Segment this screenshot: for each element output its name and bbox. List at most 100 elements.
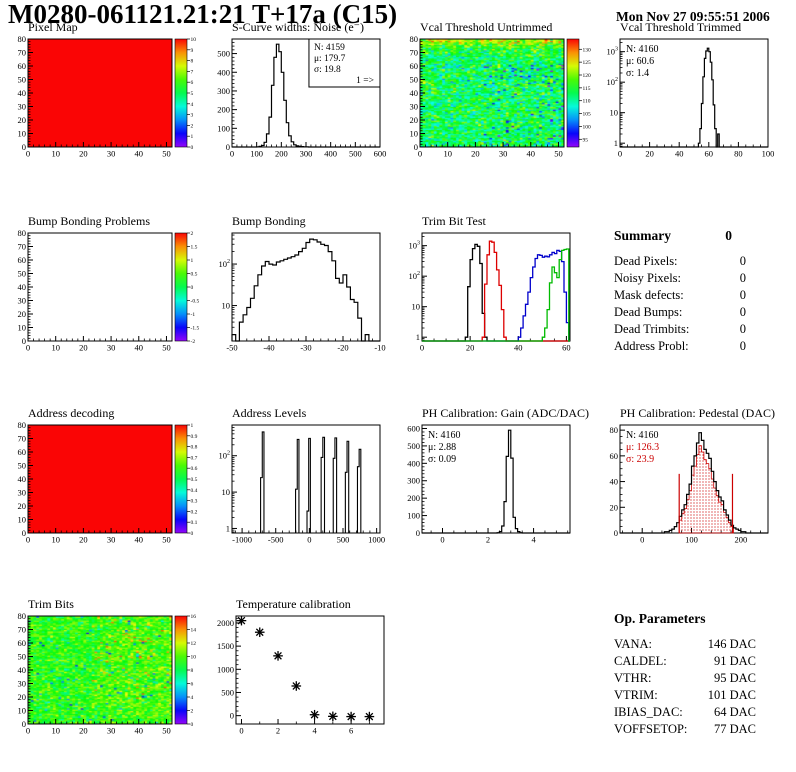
svg-text:N: 4160: N: 4160 xyxy=(626,430,659,441)
panel-vcal-threshold-untrimmed: Vcal Threshold Untrimmed 0 10 20 30 40 50 0 10 2… xyxy=(396,20,592,170)
pixel-map-title: Pixel Map xyxy=(28,20,78,34)
svg-text:40: 40 xyxy=(135,726,144,736)
svg-text:9: 9 xyxy=(191,48,194,54)
svg-text:40: 40 xyxy=(527,149,536,159)
svg-text:8: 8 xyxy=(191,59,194,65)
svg-text:120: 120 xyxy=(583,73,592,79)
summary-block: Summary 0 Dead Pixels: 0 Noisy Pixels: 0 M… xyxy=(594,214,790,355)
svg-text:8: 8 xyxy=(191,668,194,674)
param-label: VANA: xyxy=(614,637,652,651)
svg-text:1 =>: 1 => xyxy=(356,76,374,86)
summary-row: Noisy Pixels: 0 xyxy=(614,270,746,287)
bump-problems-plot: 0 10 20 30 40 50 0 10 20 30 40 50 60 70 80 -2 -1.5 -1 -0.5… xyxy=(4,229,200,361)
summary-row-label: Dead Trimbits: xyxy=(614,322,690,336)
scurve-noise-plot: 0 100 200 300 400 500 600 0 100 200 300 400 500 N: 41… xyxy=(206,35,402,167)
svg-text:-50: -50 xyxy=(226,343,237,353)
svg-text:80: 80 xyxy=(18,612,27,621)
svg-text:10: 10 xyxy=(51,535,60,545)
svg-text:0.8: 0.8 xyxy=(191,445,198,451)
address-decoding-plot: 0 10 20 30 40 50 0 10 20 30 40 50 60 70 80 0 0.1 0.2 0.3 0.… xyxy=(4,421,200,553)
panel-address-levels: Address Levels -1000 -500 0 500 1000 1 10 102 xyxy=(206,406,402,556)
svg-text:0.9: 0.9 xyxy=(191,434,198,440)
svg-text:0: 0 xyxy=(418,149,422,159)
svg-text:0: 0 xyxy=(26,726,30,736)
trim-bits-plot: 0 10 20 30 40 50 0 10 20 30 40 50 60 70 80 0 2 4 6 8 10 12 14 1… xyxy=(4,612,200,744)
svg-text:50: 50 xyxy=(18,652,27,662)
svg-text:130: 130 xyxy=(583,47,592,53)
svg-text:400: 400 xyxy=(324,149,337,159)
svg-text:-500: -500 xyxy=(268,535,284,545)
svg-text:10: 10 xyxy=(18,323,27,333)
svg-text:σ: 23.9: σ: 23.9 xyxy=(626,454,654,465)
ph-pedestal-plot: 0 100 200 0 20 40 60 80 N: 4160 μ: 126.3 σ: 23.9 xyxy=(594,421,790,553)
svg-text:-40: -40 xyxy=(263,343,274,353)
svg-text:μ: 179.7: μ: 179.7 xyxy=(314,54,346,64)
svg-text:1.5: 1.5 xyxy=(191,245,198,251)
svg-text:60: 60 xyxy=(18,638,27,648)
svg-text:300: 300 xyxy=(300,149,313,159)
panel-scurve-noise: S-Curve widths: Noise (e⁻) 0 100 200 300 400… xyxy=(206,20,402,170)
svg-text:20: 20 xyxy=(79,726,88,736)
param-value: 95 DAC xyxy=(713,671,756,685)
svg-text:200: 200 xyxy=(217,105,230,115)
summary-row-label: Address Probl: xyxy=(614,339,689,353)
panel-ph-calibration-gain: PH Calibration: Gain (ADC/DAC) 0 2 4 0 100 20… xyxy=(396,406,592,556)
param-label: VOFFSETOP: xyxy=(614,722,688,736)
timestamp: Mon Nov 27 09:55:51 2006 xyxy=(616,9,770,24)
summary-row-value: 0 xyxy=(739,254,746,268)
svg-text:10: 10 xyxy=(410,129,419,139)
svg-text:2: 2 xyxy=(486,535,490,545)
svg-text:70: 70 xyxy=(18,625,27,635)
svg-text:100: 100 xyxy=(685,535,698,545)
svg-text:400: 400 xyxy=(407,458,420,468)
svg-text:50: 50 xyxy=(410,75,419,85)
svg-text:0: 0 xyxy=(22,336,26,346)
summary-title: Summary xyxy=(614,228,671,243)
svg-text:10: 10 xyxy=(191,37,197,43)
svg-text:40: 40 xyxy=(18,665,27,675)
svg-text:100: 100 xyxy=(217,123,230,133)
svg-text:50: 50 xyxy=(162,535,171,545)
svg-text:103: 103 xyxy=(409,241,421,251)
svg-text:600: 600 xyxy=(407,423,420,433)
svg-text:50: 50 xyxy=(554,149,563,159)
svg-text:40: 40 xyxy=(675,149,684,159)
svg-text:115: 115 xyxy=(583,86,591,92)
svg-text:6: 6 xyxy=(349,726,353,736)
summary-row-value: 0 xyxy=(739,339,746,353)
svg-text:30: 30 xyxy=(18,102,27,112)
svg-text:500: 500 xyxy=(407,441,420,451)
ph-gain-plot: 0 2 4 0 100 200 300 400 500 600 N: 4160 μ: 2.88 σ: 0… xyxy=(396,421,592,553)
svg-text:0: 0 xyxy=(22,142,26,152)
svg-text:-20: -20 xyxy=(337,343,348,353)
svg-text:0: 0 xyxy=(239,726,243,736)
svg-text:-1000: -1000 xyxy=(232,535,252,545)
svg-text:10: 10 xyxy=(222,487,231,497)
svg-text:μ: 2.88: μ: 2.88 xyxy=(428,442,456,453)
svg-text:50: 50 xyxy=(18,461,27,471)
svg-text:60: 60 xyxy=(18,447,27,457)
svg-text:0.5: 0.5 xyxy=(191,477,198,483)
svg-text:10: 10 xyxy=(412,302,421,312)
summary-total: 0 xyxy=(725,228,732,243)
temperature-calibration-plot: 0 2 4 6 0 500 1000 1500 2000 xyxy=(206,612,402,744)
svg-text:5: 5 xyxy=(191,91,194,97)
svg-text:4: 4 xyxy=(191,695,194,701)
svg-text:40: 40 xyxy=(610,477,619,487)
svg-text:6: 6 xyxy=(191,80,194,86)
svg-text:0: 0 xyxy=(26,535,30,545)
summary-row: Dead Bumps: 0 xyxy=(614,304,746,321)
svg-text:-1: -1 xyxy=(191,312,196,318)
address-decoding-heatmap xyxy=(28,425,172,533)
svg-text:-10: -10 xyxy=(374,343,385,353)
svg-text:0: 0 xyxy=(440,535,444,545)
pixel-map-plot: 0 10 20 30 40 50 0 10 20 30 40 50 60 70 80 0 1 2 3 4 5 6 7 8 9 10 xyxy=(4,35,200,167)
summary-row-label: Noisy Pixels: xyxy=(614,271,682,285)
svg-text:30: 30 xyxy=(18,679,27,689)
svg-text:10: 10 xyxy=(610,108,619,118)
svg-text:60: 60 xyxy=(410,61,419,71)
ph-gain-title: PH Calibration: Gain (ADC/DAC) xyxy=(422,406,589,420)
svg-text:10: 10 xyxy=(18,706,27,716)
svg-text:1: 1 xyxy=(191,258,194,264)
